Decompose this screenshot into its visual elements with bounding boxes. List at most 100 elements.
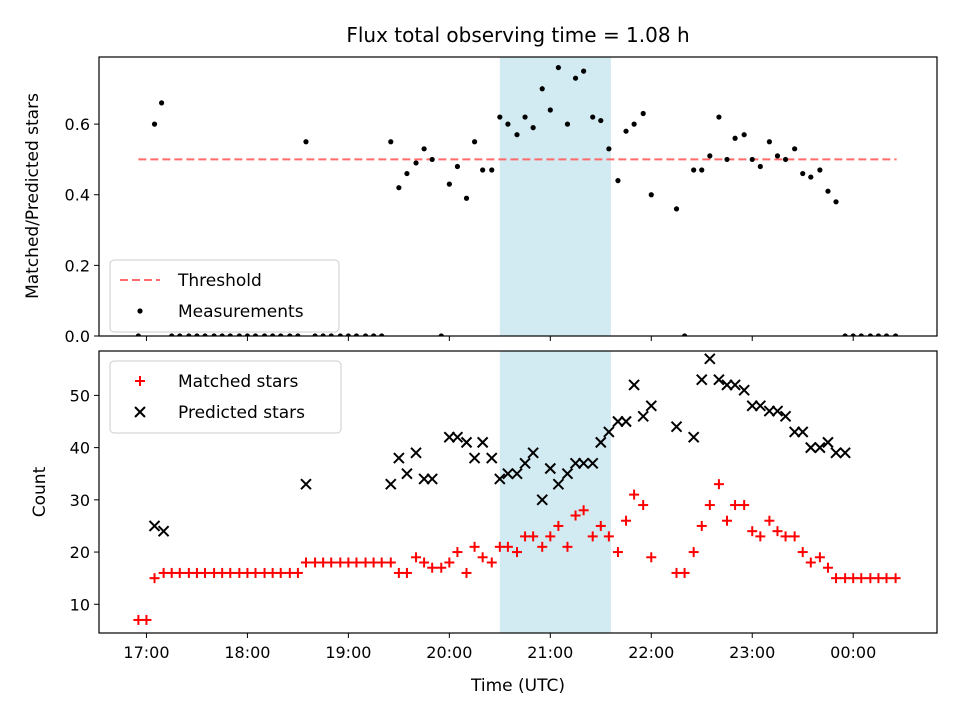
predicted-point — [577, 457, 590, 469]
matched-point — [713, 479, 724, 490]
top-frame — [98, 56, 938, 337]
measurement-point — [454, 163, 461, 170]
predicted-point — [839, 447, 851, 459]
measurement-point — [270, 333, 276, 336]
matched-point — [275, 567, 286, 578]
matched-point — [805, 557, 816, 568]
measurement-point — [792, 146, 798, 152]
matched-point — [603, 531, 614, 542]
measurement-point — [640, 110, 646, 117]
matched-point — [704, 500, 715, 511]
measurement-point — [774, 153, 781, 159]
predicted-point — [805, 441, 817, 454]
matched-point — [570, 510, 581, 521]
measurement-point — [681, 333, 688, 336]
measurement-point — [362, 333, 369, 336]
predicted-point — [502, 468, 514, 480]
matched-point — [200, 567, 211, 578]
measurement-point — [463, 195, 470, 201]
measurement-point — [345, 333, 351, 336]
predicted-point — [426, 473, 438, 485]
measurement-point — [211, 333, 217, 336]
bottom-frame — [98, 350, 938, 634]
predicted-point — [704, 353, 716, 365]
predicted-point — [511, 468, 523, 480]
matched-point — [469, 541, 480, 552]
matched-point — [411, 552, 422, 563]
measurement-point — [691, 167, 697, 173]
matched-point — [376, 557, 387, 568]
measurement-point — [202, 333, 208, 336]
measurement-point — [716, 114, 722, 120]
measurement-point — [699, 167, 705, 173]
legend-label: Threshold — [177, 271, 262, 291]
measurement-point — [817, 167, 823, 173]
matched-point — [679, 567, 690, 578]
predicted-point — [729, 379, 741, 391]
measurement-point — [590, 114, 596, 120]
legend-box — [109, 360, 342, 434]
measurement-point — [388, 139, 394, 145]
measurement-point — [421, 146, 427, 152]
x-tick-label: 17:00 — [123, 643, 169, 662]
matched-point — [326, 557, 337, 568]
measurement-point — [732, 135, 738, 141]
x-tick-label: 23:00 — [729, 643, 775, 662]
x-tick-label: 19:00 — [325, 643, 371, 662]
measurement-point — [724, 156, 730, 163]
measurement-point — [598, 117, 604, 124]
x-tick-label: 00:00 — [830, 643, 876, 662]
top-panel: 0.0 0.2 0.4 0.6 Threshold Measurements — [65, 56, 938, 346]
predicted-point — [830, 447, 842, 459]
matched-point — [553, 520, 564, 531]
measurement-point — [236, 333, 242, 336]
matched-point — [730, 500, 741, 511]
bottom-series-1 — [148, 353, 851, 537]
predicted-point — [544, 462, 557, 475]
measurement-point — [194, 333, 200, 336]
measurement-point — [295, 333, 301, 336]
predicted-point — [779, 410, 792, 422]
top-series-0 — [135, 64, 899, 336]
matched-point — [461, 567, 472, 578]
measurement-point — [514, 132, 520, 138]
measurement-point — [893, 333, 899, 336]
matched-point — [629, 489, 640, 500]
top-plot-area — [135, 64, 899, 336]
bottom-series-0 — [133, 479, 901, 625]
measurement-point — [379, 333, 385, 336]
bottom-y-tick-label: 50 — [70, 386, 90, 405]
predicted-point — [645, 400, 657, 412]
predicted-point — [754, 400, 767, 412]
x-tick-label: 18:00 — [224, 643, 270, 662]
bottom-y-tick-label: 40 — [70, 439, 90, 458]
measurement-point — [547, 107, 553, 113]
bottom-observing-window — [499, 351, 611, 633]
predicted-point — [822, 436, 834, 449]
matched-point — [856, 573, 867, 584]
top-y-tick-label: 0.2 — [65, 256, 90, 275]
matched-point — [755, 531, 766, 542]
predicted-point — [410, 447, 422, 459]
predicted-point — [451, 431, 464, 443]
matched-point — [789, 531, 800, 542]
predicted-point — [738, 384, 750, 396]
measurement-point — [800, 170, 806, 177]
matched-point — [149, 573, 160, 584]
measurement-point — [396, 185, 402, 191]
predicted-point — [519, 457, 531, 469]
measurement-point — [303, 139, 309, 145]
predicted-point — [713, 374, 725, 386]
matched-point — [831, 573, 842, 584]
bottom-y-axis-label: Count — [30, 466, 50, 517]
predicted-point — [670, 421, 683, 433]
measurement-point — [413, 160, 419, 166]
measurement-point — [480, 167, 486, 173]
x-tick-label: 22:00 — [628, 643, 674, 662]
matched-point — [797, 547, 808, 558]
measurement-point — [530, 125, 536, 131]
measurement-point — [287, 333, 293, 336]
predicted-point — [687, 431, 700, 443]
measurement-point — [825, 188, 831, 194]
top-y-axis-label: Matched/Predicted stars — [23, 93, 43, 299]
